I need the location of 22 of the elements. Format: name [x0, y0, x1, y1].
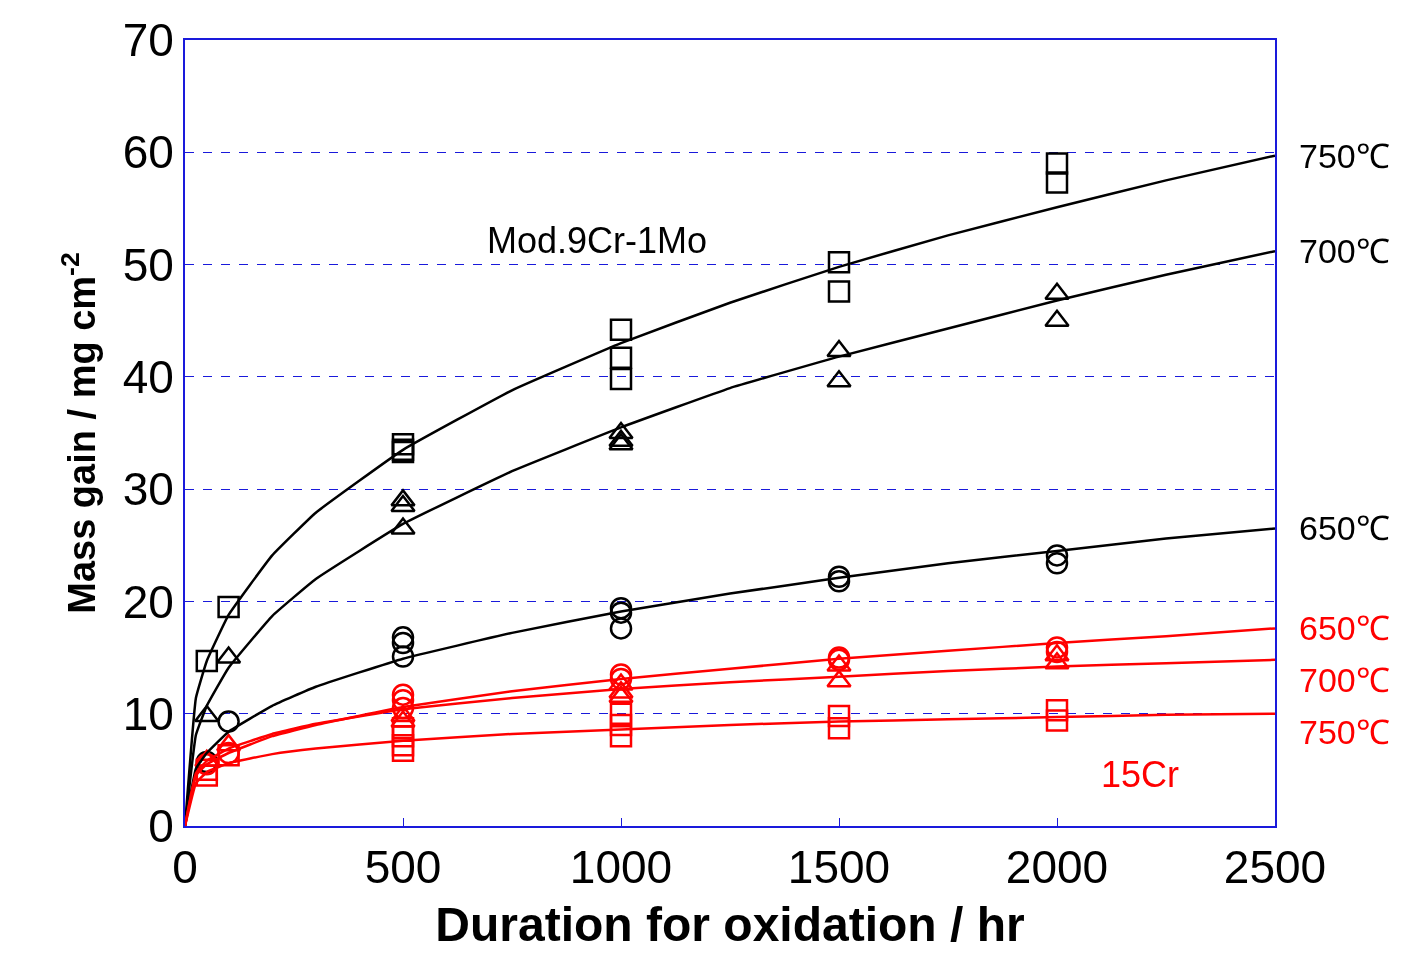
series-label: 750℃	[1299, 137, 1390, 175]
y-tick-label: 20	[122, 575, 174, 628]
series-label: 650℃	[1299, 609, 1390, 647]
series-label: 700℃	[1299, 661, 1390, 699]
x-tick-label: 500	[364, 841, 442, 894]
y-tick-label: 0	[148, 800, 174, 853]
x-tick-label: 1000	[569, 841, 673, 894]
annotation: 15Cr	[1101, 754, 1180, 795]
x-axis-title: Duration for oxidation / hr	[435, 897, 1025, 951]
y-tick-label: 70	[122, 14, 174, 67]
series-label: 750℃	[1299, 713, 1390, 751]
annotation: Mod.9Cr-1Mo	[487, 220, 708, 261]
series-label: 700℃	[1299, 232, 1390, 270]
y-tick-label: 50	[122, 238, 174, 291]
series-label: 650℃	[1299, 509, 1390, 547]
y-tick-label: 30	[122, 463, 174, 516]
x-tick-label: 2000	[1005, 841, 1109, 894]
x-tick-label: 1500	[787, 841, 891, 894]
y-tick-label: 10	[122, 687, 174, 740]
y-tick-label: 60	[122, 126, 174, 179]
y-tick-label: 40	[122, 350, 174, 403]
x-tick-label: 2500	[1223, 841, 1327, 894]
